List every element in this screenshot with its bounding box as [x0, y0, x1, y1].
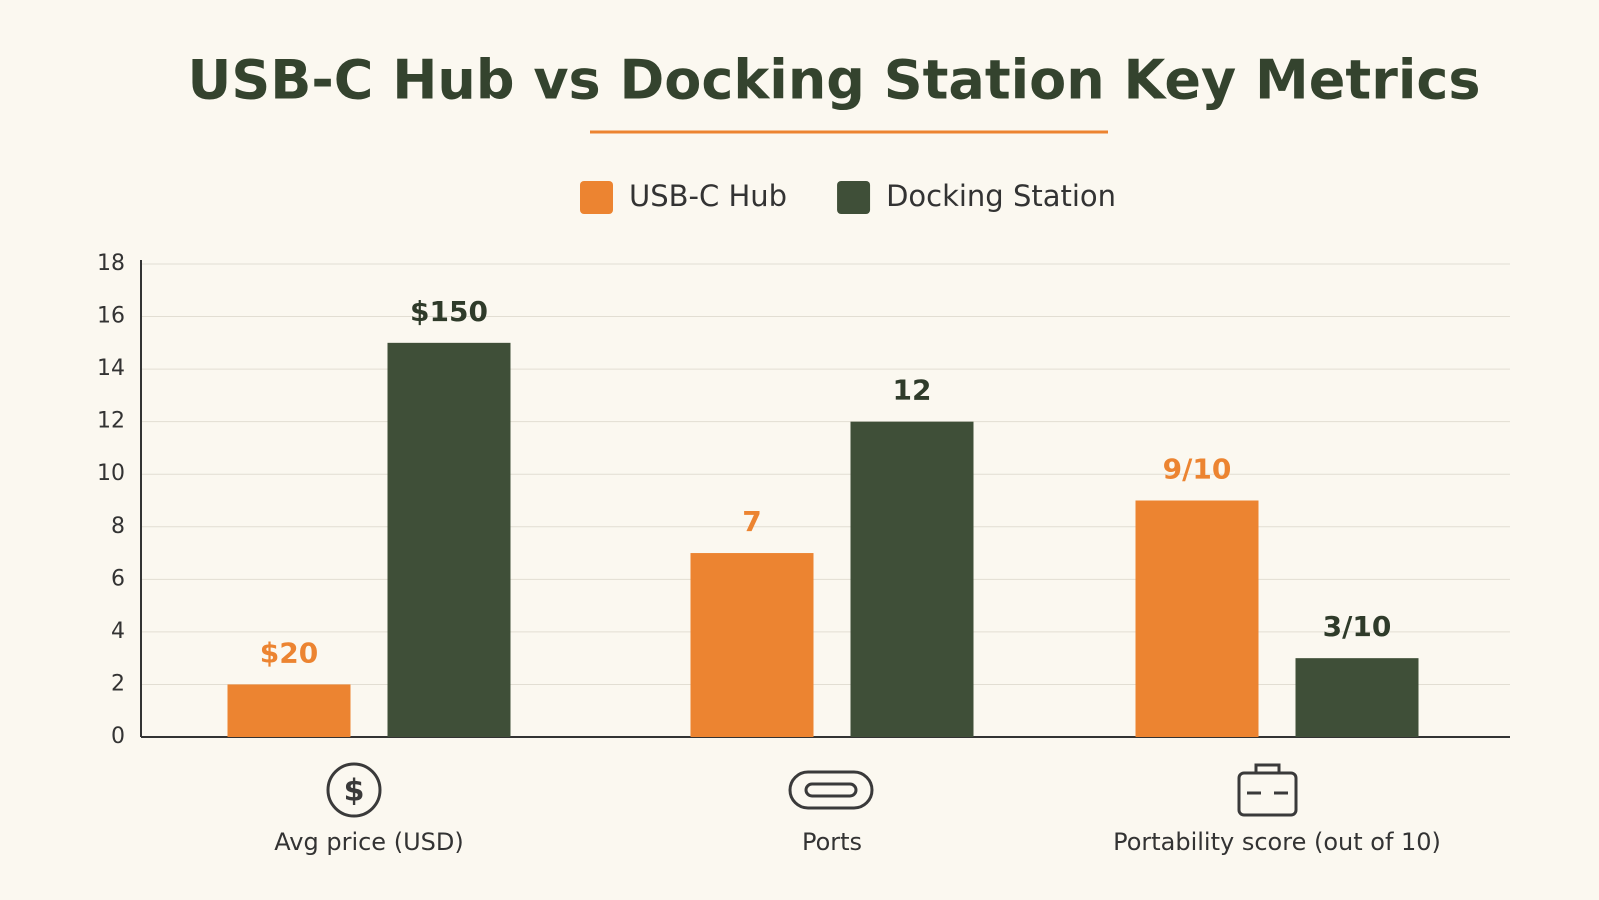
- y-tick-label: 2: [111, 671, 125, 696]
- x-tick-label: Portability score (out of 10): [1113, 828, 1441, 856]
- dollar-sign: $: [344, 774, 365, 809]
- port-icon-inner: [804, 782, 858, 798]
- y-tick-label: 8: [111, 514, 125, 539]
- y-tick-label: 6: [111, 566, 125, 591]
- bar: [690, 553, 814, 737]
- chart-title: USB-C Hub vs Docking Station Key Metrics: [187, 49, 1480, 112]
- y-tick-label: 18: [97, 251, 125, 276]
- legend-label: Docking Station: [886, 179, 1116, 213]
- value-label: $20: [260, 636, 318, 669]
- legend-label: USB-C Hub: [629, 179, 787, 213]
- case-icon-details: [1247, 763, 1288, 795]
- dollar-icon: [326, 762, 382, 818]
- y-tick-label: 14: [97, 356, 125, 381]
- x-tick-label: Avg price (USD): [274, 828, 463, 856]
- value-label: 3/10: [1323, 610, 1392, 643]
- value-label: 7: [742, 505, 761, 538]
- bar: [387, 342, 511, 737]
- bar: [1135, 500, 1259, 737]
- y-tick-label: 12: [97, 409, 125, 434]
- value-label: $150: [410, 295, 488, 328]
- category-icons: [326, 762, 1298, 818]
- bar: [227, 684, 351, 737]
- port-icon: [788, 770, 874, 810]
- y-tick-label: 0: [111, 724, 125, 749]
- y-tick-label: 16: [97, 304, 125, 329]
- x-tick-label: Ports: [802, 828, 862, 856]
- value-label: 9/10: [1163, 453, 1232, 486]
- case-icon: [1237, 771, 1298, 817]
- legend-swatch: [580, 181, 613, 214]
- value-label: 12: [893, 374, 932, 407]
- bar: [1295, 658, 1419, 737]
- y-tick-label: 4: [111, 619, 125, 644]
- legend-swatch: [837, 181, 871, 214]
- bar: [850, 421, 974, 737]
- y-tick-label: 10: [97, 461, 125, 486]
